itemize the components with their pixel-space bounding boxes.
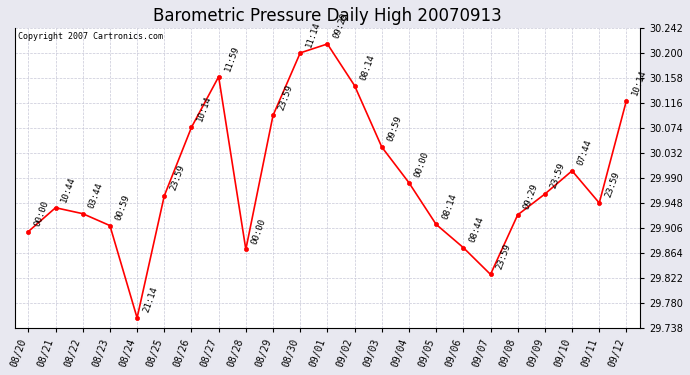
Text: 23:59: 23:59 xyxy=(549,162,566,190)
Text: 03:44: 03:44 xyxy=(87,181,105,210)
Text: 23:59: 23:59 xyxy=(495,242,512,270)
Text: 09:59: 09:59 xyxy=(386,114,404,143)
Text: 21:14: 21:14 xyxy=(141,285,159,314)
Text: 00:59: 00:59 xyxy=(114,193,132,221)
Text: 11:59: 11:59 xyxy=(223,44,241,72)
Title: Barometric Pressure Daily High 20070913: Barometric Pressure Daily High 20070913 xyxy=(153,7,502,25)
Text: 08:14: 08:14 xyxy=(440,192,458,220)
Text: 07:44: 07:44 xyxy=(576,138,594,166)
Text: 11:14: 11:14 xyxy=(304,20,322,49)
Text: 23:59: 23:59 xyxy=(277,83,295,111)
Text: 00:00: 00:00 xyxy=(413,150,431,178)
Text: 08:14: 08:14 xyxy=(359,53,377,81)
Text: 10:44: 10:44 xyxy=(60,175,77,204)
Text: 09:29: 09:29 xyxy=(522,182,540,211)
Text: 23:59: 23:59 xyxy=(168,163,186,192)
Text: 10:14: 10:14 xyxy=(196,95,213,123)
Text: 23:59: 23:59 xyxy=(604,171,621,199)
Text: 09:29: 09:29 xyxy=(332,12,349,40)
Text: 00:00: 00:00 xyxy=(32,199,50,227)
Text: 08:44: 08:44 xyxy=(468,215,485,243)
Text: 10:14: 10:14 xyxy=(631,68,648,96)
Text: Copyright 2007 Cartronics.com: Copyright 2007 Cartronics.com xyxy=(18,32,163,41)
Text: 00:00: 00:00 xyxy=(250,217,268,245)
